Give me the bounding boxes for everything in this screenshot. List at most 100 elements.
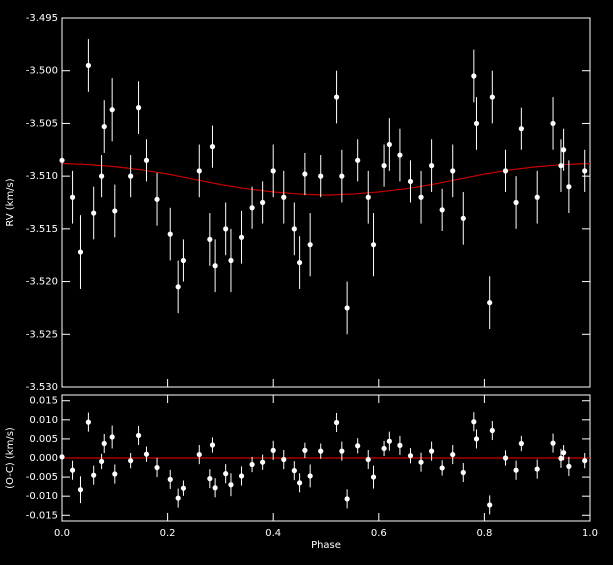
data-point [344, 496, 350, 502]
data-point [69, 467, 76, 473]
data-point [307, 242, 313, 248]
x-tick-label: 0.6 [371, 528, 387, 539]
data-point [154, 196, 160, 202]
data-point [175, 495, 181, 501]
y-tick-label: -0.015 [26, 510, 58, 521]
data-point [487, 502, 493, 508]
data-point [355, 443, 361, 449]
data-point [112, 471, 118, 477]
data-point [128, 458, 134, 464]
data-point [135, 105, 142, 111]
data-point [407, 453, 414, 459]
y-tick-label: -0.005 [26, 472, 58, 483]
data-point [209, 144, 216, 150]
y-tick-label: 0.000 [29, 453, 58, 464]
data-point [473, 120, 480, 127]
data-point [167, 476, 173, 482]
y-tick-label: 0.015 [29, 396, 58, 407]
data-point [397, 152, 403, 158]
x-tick-label: 0.0 [54, 528, 70, 539]
data-point [154, 464, 160, 471]
data-point [207, 476, 213, 482]
data-point [209, 442, 216, 448]
data-point [85, 62, 91, 69]
data-point [297, 259, 303, 266]
data-point [339, 448, 345, 454]
data-point [418, 459, 424, 465]
data-point [180, 485, 187, 491]
x-axis-label: Phase [311, 540, 341, 551]
data-point [471, 73, 477, 79]
data-point [112, 208, 118, 214]
data-point [249, 205, 255, 211]
data-point [223, 226, 229, 232]
data-point [77, 487, 84, 493]
y-tick-label: 0.010 [29, 415, 58, 426]
data-point [333, 419, 340, 426]
data-point [109, 107, 115, 113]
y-tick-label: -3.515 [26, 224, 58, 235]
data-point [143, 157, 150, 163]
y-tick-label: -3.510 [26, 171, 58, 182]
x-tick-label: 0.8 [476, 528, 492, 539]
data-point [439, 465, 445, 471]
data-point [281, 194, 287, 200]
data-point [450, 451, 456, 458]
data-point [128, 173, 134, 179]
data-point [502, 168, 509, 174]
data-point [502, 455, 509, 461]
data-point [550, 440, 556, 446]
data-point [386, 141, 392, 148]
data-point [381, 163, 387, 169]
data-point [249, 461, 255, 468]
data-point [365, 194, 371, 200]
data-point [196, 451, 202, 458]
data-point [558, 455, 564, 461]
data-point [558, 163, 564, 169]
data-point [302, 171, 308, 177]
data-point [238, 234, 245, 240]
data-point [318, 448, 324, 454]
data-point [518, 126, 524, 132]
y-tick-label: -0.010 [26, 491, 58, 502]
data-point [534, 194, 540, 200]
data-point [561, 147, 567, 153]
data-point [450, 168, 456, 174]
data-point [381, 445, 387, 452]
data-point [135, 432, 142, 439]
data-point [291, 468, 297, 474]
data-point [518, 440, 524, 447]
data-point [291, 226, 297, 232]
data-point [109, 434, 115, 440]
data-point [196, 168, 202, 174]
data-point [489, 94, 495, 100]
y-tick-label: -3.505 [26, 118, 58, 129]
data-point [175, 284, 181, 290]
data-point [370, 242, 377, 248]
data-point [460, 469, 466, 476]
data-point [281, 456, 287, 463]
data-point [344, 305, 350, 311]
data-point [439, 207, 445, 213]
y-axis-label: RV (km/s) [5, 178, 16, 226]
data-point [91, 210, 97, 216]
data-point [180, 257, 187, 264]
data-point [333, 94, 340, 100]
data-point [407, 178, 414, 185]
data-point [59, 454, 65, 460]
data-point [101, 440, 107, 447]
data-point [339, 173, 345, 179]
data-point [397, 442, 403, 448]
y-tick-label: 0.005 [29, 434, 58, 445]
data-point [582, 168, 588, 174]
data-point [513, 199, 519, 206]
data-point [59, 157, 65, 163]
data-point [473, 436, 480, 442]
model-line [61, 162, 591, 196]
data-point [566, 463, 572, 469]
data-point [471, 419, 477, 425]
data-point [91, 472, 97, 478]
data-point [212, 485, 218, 491]
x-tick-label: 0.2 [160, 528, 176, 539]
